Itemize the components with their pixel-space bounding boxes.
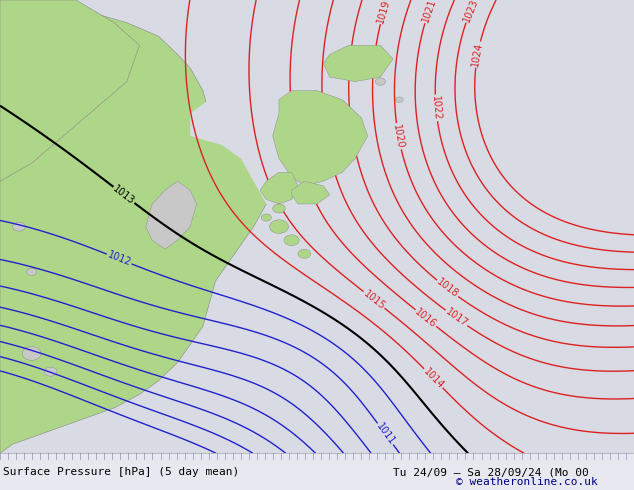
Text: 1011: 1011 [374, 421, 397, 447]
Circle shape [298, 249, 311, 258]
Circle shape [269, 220, 288, 233]
Polygon shape [190, 81, 368, 226]
Circle shape [261, 214, 271, 221]
Text: 1022: 1022 [430, 95, 442, 121]
Polygon shape [273, 91, 368, 186]
Text: 1013: 1013 [111, 184, 137, 206]
Text: 1019: 1019 [375, 0, 392, 24]
Text: 1024: 1024 [470, 42, 485, 68]
Circle shape [273, 204, 285, 213]
Text: 1023: 1023 [462, 0, 480, 24]
Text: 1017: 1017 [443, 307, 469, 329]
Text: 1021: 1021 [420, 0, 438, 24]
Circle shape [396, 97, 403, 102]
Text: 1018: 1018 [435, 277, 460, 300]
Text: 1020: 1020 [391, 123, 406, 149]
Circle shape [27, 269, 37, 275]
Circle shape [44, 367, 57, 376]
Polygon shape [0, 0, 273, 453]
Text: Surface Pressure [hPa] (5 day mean): Surface Pressure [hPa] (5 day mean) [3, 467, 240, 477]
Polygon shape [146, 181, 197, 249]
Polygon shape [0, 0, 139, 181]
Text: Tu 24/09 – Sa 28/09/24 (Mo 00: Tu 24/09 – Sa 28/09/24 (Mo 00 [393, 467, 589, 477]
Polygon shape [260, 172, 298, 204]
Circle shape [13, 222, 25, 231]
Polygon shape [0, 0, 634, 453]
Text: 1014: 1014 [421, 366, 446, 391]
Circle shape [375, 78, 385, 85]
Text: 1016: 1016 [413, 307, 439, 330]
Circle shape [284, 235, 299, 245]
Text: 1015: 1015 [361, 288, 387, 312]
Circle shape [22, 347, 41, 360]
Polygon shape [292, 181, 330, 204]
Text: 1012: 1012 [106, 250, 133, 268]
Polygon shape [323, 46, 393, 81]
Text: © weatheronline.co.uk: © weatheronline.co.uk [456, 477, 598, 487]
